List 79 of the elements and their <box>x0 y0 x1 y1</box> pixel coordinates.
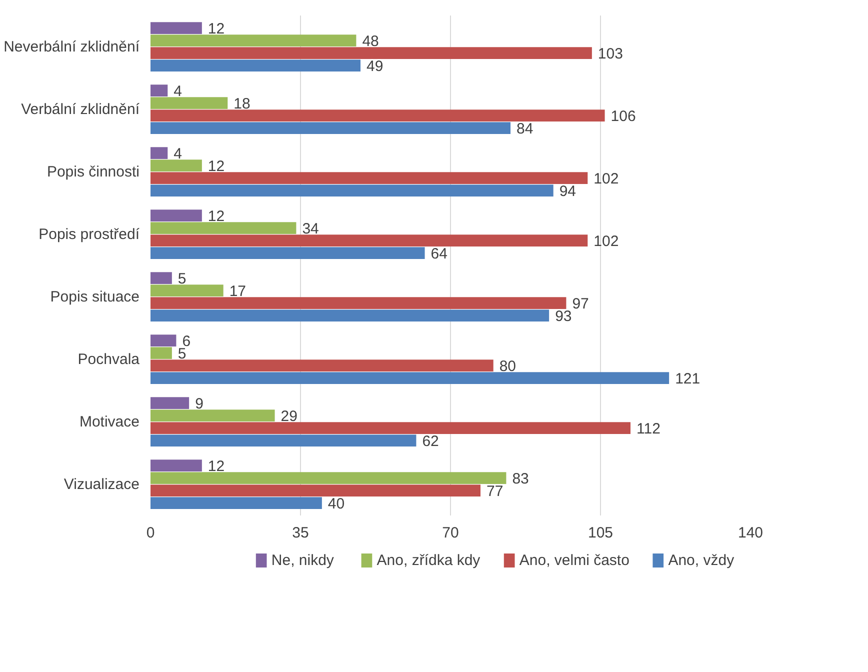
data-label: 97 <box>572 296 589 312</box>
bar <box>150 484 480 496</box>
bar <box>150 460 202 472</box>
data-label: 93 <box>555 308 572 325</box>
data-label: 18 <box>234 96 250 112</box>
data-label: 5 <box>178 270 186 288</box>
bar <box>150 47 592 59</box>
data-label: 12 <box>208 458 225 475</box>
data-label: 83 <box>512 470 529 488</box>
bar <box>150 334 176 346</box>
data-label: 112 <box>636 420 660 438</box>
bar <box>150 297 566 309</box>
y-tick-label: Neverbální zklidnění <box>4 38 140 56</box>
bar <box>150 22 202 34</box>
legend-label: Ano, vždy <box>668 552 735 569</box>
y-tick-label: Verbální zklidnění <box>21 100 140 118</box>
bar <box>150 234 588 246</box>
data-label: 80 <box>499 358 516 375</box>
x-tick-label: 140 <box>738 524 764 542</box>
bar <box>150 497 322 509</box>
bar <box>150 222 296 234</box>
data-label: 40 <box>328 496 345 512</box>
data-label: 103 <box>598 46 623 62</box>
y-tick-label: Popis prostředí <box>38 226 140 243</box>
legend-label: Ano, zřídka kdy <box>376 552 481 569</box>
data-label: 34 <box>302 220 319 238</box>
data-label: 102 <box>594 233 619 250</box>
bar <box>150 84 168 96</box>
bar <box>150 147 168 159</box>
bar <box>150 372 670 384</box>
bar <box>150 247 425 259</box>
data-label: 121 <box>675 370 700 388</box>
legend-label: Ne, nikdy <box>271 552 334 569</box>
bar <box>150 160 202 172</box>
data-label: 49 <box>366 58 384 75</box>
bar <box>150 272 172 284</box>
y-tick-label: Pochvala <box>78 350 140 368</box>
data-label: 48 <box>362 33 379 50</box>
bar <box>150 347 172 359</box>
x-tick-label: 35 <box>292 524 309 542</box>
y-tick-label: Vizualizace <box>64 476 140 493</box>
bar <box>150 122 510 134</box>
bar <box>150 434 416 446</box>
bar <box>150 184 554 196</box>
x-tick-label: 105 <box>588 524 614 542</box>
bar <box>150 97 228 109</box>
data-label: 77 <box>486 483 504 500</box>
y-tick-label: Popis činnosti <box>46 163 140 180</box>
bar <box>150 410 275 422</box>
data-label: 12 <box>208 208 225 225</box>
data-label: 84 <box>516 120 534 138</box>
data-label: 102 <box>594 170 619 188</box>
bar <box>150 310 550 322</box>
data-label: 4 <box>174 146 182 162</box>
bar <box>150 472 506 484</box>
data-label: 9 <box>195 396 204 412</box>
y-tick-label: Motivace <box>79 413 140 430</box>
bar <box>150 422 630 434</box>
data-label: 4 <box>174 83 182 100</box>
data-label: 64 <box>430 246 448 262</box>
bar <box>150 60 360 72</box>
data-label: 106 <box>610 108 636 125</box>
bar <box>150 397 190 409</box>
x-tick-label: 70 <box>442 524 459 542</box>
y-tick-label: Popis situace <box>50 288 140 306</box>
bar <box>150 210 202 222</box>
bar <box>150 110 605 122</box>
x-tick-label: 0 <box>146 524 155 542</box>
data-label: 29 <box>280 408 298 425</box>
bar <box>150 172 588 184</box>
data-label: 12 <box>208 20 225 38</box>
data-label: 12 <box>208 158 225 175</box>
legend-label: Ano, velmi často <box>519 552 630 569</box>
data-label: 17 <box>229 283 246 300</box>
bar <box>150 284 224 296</box>
data-label: 94 <box>559 183 576 200</box>
data-label: 62 <box>422 433 439 450</box>
bar <box>150 34 356 46</box>
bar <box>150 360 494 372</box>
